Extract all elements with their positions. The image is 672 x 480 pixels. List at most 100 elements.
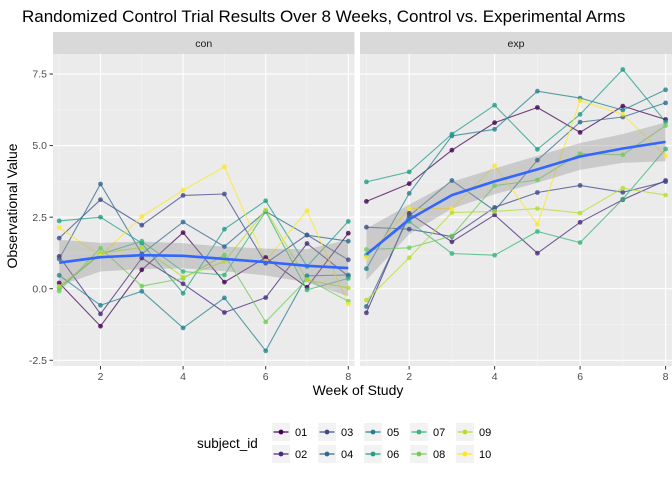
data-point-exp-01 <box>620 103 626 109</box>
data-point-exp-09 <box>535 206 540 212</box>
data-point-exp-06 <box>535 146 540 152</box>
data-point-exp-03 <box>663 179 668 185</box>
data-point-con-07 <box>304 287 310 293</box>
y-tick-label: 7.5 <box>32 69 47 81</box>
data-point-exp-10 <box>663 153 668 159</box>
legend-label-02: 02 <box>295 449 307 461</box>
data-point-exp-10 <box>364 255 369 260</box>
series-line-con-02 <box>58 242 349 315</box>
data-point-exp-09 <box>577 210 583 216</box>
data-point-con-02 <box>304 241 310 246</box>
data-point-con-10 <box>139 214 145 220</box>
data-point-con-09 <box>222 259 227 264</box>
data-point-exp-02 <box>492 212 497 218</box>
data-point-con-02 <box>180 281 186 287</box>
data-point-exp-08 <box>577 151 583 157</box>
data-point-exp-01 <box>492 120 497 126</box>
series-line-con-05 <box>58 274 349 352</box>
y-tick-label: 5.0 <box>32 140 47 152</box>
data-point-exp-09 <box>620 185 626 191</box>
data-point-con-01 <box>98 323 103 329</box>
data-point-exp-03 <box>577 183 583 188</box>
data-point-exp-02 <box>577 219 583 225</box>
series-line-exp-09 <box>366 187 666 301</box>
data-point-exp-06 <box>449 131 455 137</box>
legend-label-08: 08 <box>433 449 445 461</box>
data-point-exp-06 <box>492 102 497 108</box>
data-point-exp-06 <box>663 119 668 125</box>
data-point-exp-08 <box>535 177 540 183</box>
data-point-con-07 <box>345 276 351 281</box>
series-line-exp-07 <box>366 148 667 256</box>
data-point-con-01 <box>180 230 186 236</box>
data-point-exp-06 <box>577 112 583 117</box>
x-tick-label: 4 <box>492 371 498 383</box>
data-point-exp-09 <box>449 210 455 216</box>
legend: subject_id 01 02 03 04 05 06 07 08 09 10 <box>197 423 491 463</box>
data-point-con-03 <box>345 257 351 263</box>
y-axis-title: Observational Value <box>4 143 20 268</box>
strip-con <box>53 32 355 54</box>
data-point-con-04 <box>222 244 227 250</box>
data-point-exp-10 <box>449 206 455 212</box>
legend-key-point <box>324 451 330 457</box>
legend-key-point <box>370 429 376 435</box>
legend-key-point <box>278 451 284 457</box>
data-point-con-04 <box>304 232 310 238</box>
x-tick-label: 4 <box>180 371 186 383</box>
data-point-con-10 <box>56 225 62 230</box>
data-point-exp-01 <box>406 181 412 187</box>
data-point-con-10 <box>222 164 227 170</box>
legend-key-point <box>416 429 422 435</box>
smooth-line-con <box>59 253 349 270</box>
legend-label-05: 05 <box>387 427 399 439</box>
series-line-exp-05 <box>365 89 666 269</box>
data-point-exp-03 <box>364 224 369 230</box>
data-point-exp-04 <box>577 119 583 125</box>
legend-label-03: 03 <box>341 427 353 439</box>
data-point-con-08 <box>263 319 269 325</box>
data-point-con-05 <box>345 272 351 278</box>
x-tick-label: 6 <box>263 371 269 383</box>
legend-label-01: 01 <box>295 427 307 439</box>
data-point-con-03 <box>98 197 103 203</box>
legend-key-point <box>416 451 422 457</box>
data-point-exp-10 <box>406 206 412 212</box>
series-line-exp-03 <box>366 181 666 238</box>
data-point-con-07 <box>180 269 186 274</box>
data-point-exp-06 <box>406 169 412 175</box>
series-line-exp-02 <box>365 179 666 314</box>
x-axis-title: Week of Study <box>313 382 404 398</box>
data-point-exp-09 <box>364 297 369 303</box>
data-point-con-08 <box>98 245 103 251</box>
data-point-con-08 <box>139 283 145 289</box>
data-point-exp-08 <box>449 233 455 239</box>
data-point-con-06 <box>222 226 227 232</box>
series-line-exp-01 <box>366 105 666 202</box>
data-point-exp-02 <box>535 250 540 256</box>
data-point-con-06 <box>263 198 269 204</box>
data-point-con-10 <box>304 208 310 214</box>
plot-area-exp <box>360 54 672 366</box>
chart-title: Randomized Control Trial Results Over 8 … <box>22 7 625 26</box>
x-tick-label: 8 <box>345 371 351 383</box>
data-point-con-03 <box>56 235 62 241</box>
data-point-exp-09 <box>406 255 412 261</box>
y-tick-label: 0.0 <box>32 283 47 295</box>
smooth-ribbon-con <box>59 239 349 297</box>
data-point-exp-03 <box>620 189 626 195</box>
data-point-exp-07 <box>449 251 455 256</box>
legend-key-point <box>462 429 468 435</box>
legend-key-point <box>370 451 376 457</box>
data-point-con-04 <box>98 181 103 187</box>
legend-key-point <box>278 429 284 435</box>
series-line-exp-04 <box>365 102 666 307</box>
data-point-exp-02 <box>449 239 455 245</box>
data-point-con-01 <box>56 280 62 286</box>
legend-label-06: 06 <box>387 449 399 461</box>
data-point-con-05 <box>180 325 186 331</box>
data-point-exp-08 <box>406 245 412 251</box>
data-point-exp-10 <box>577 98 583 104</box>
y-tick-label: -2.5 <box>29 355 47 367</box>
